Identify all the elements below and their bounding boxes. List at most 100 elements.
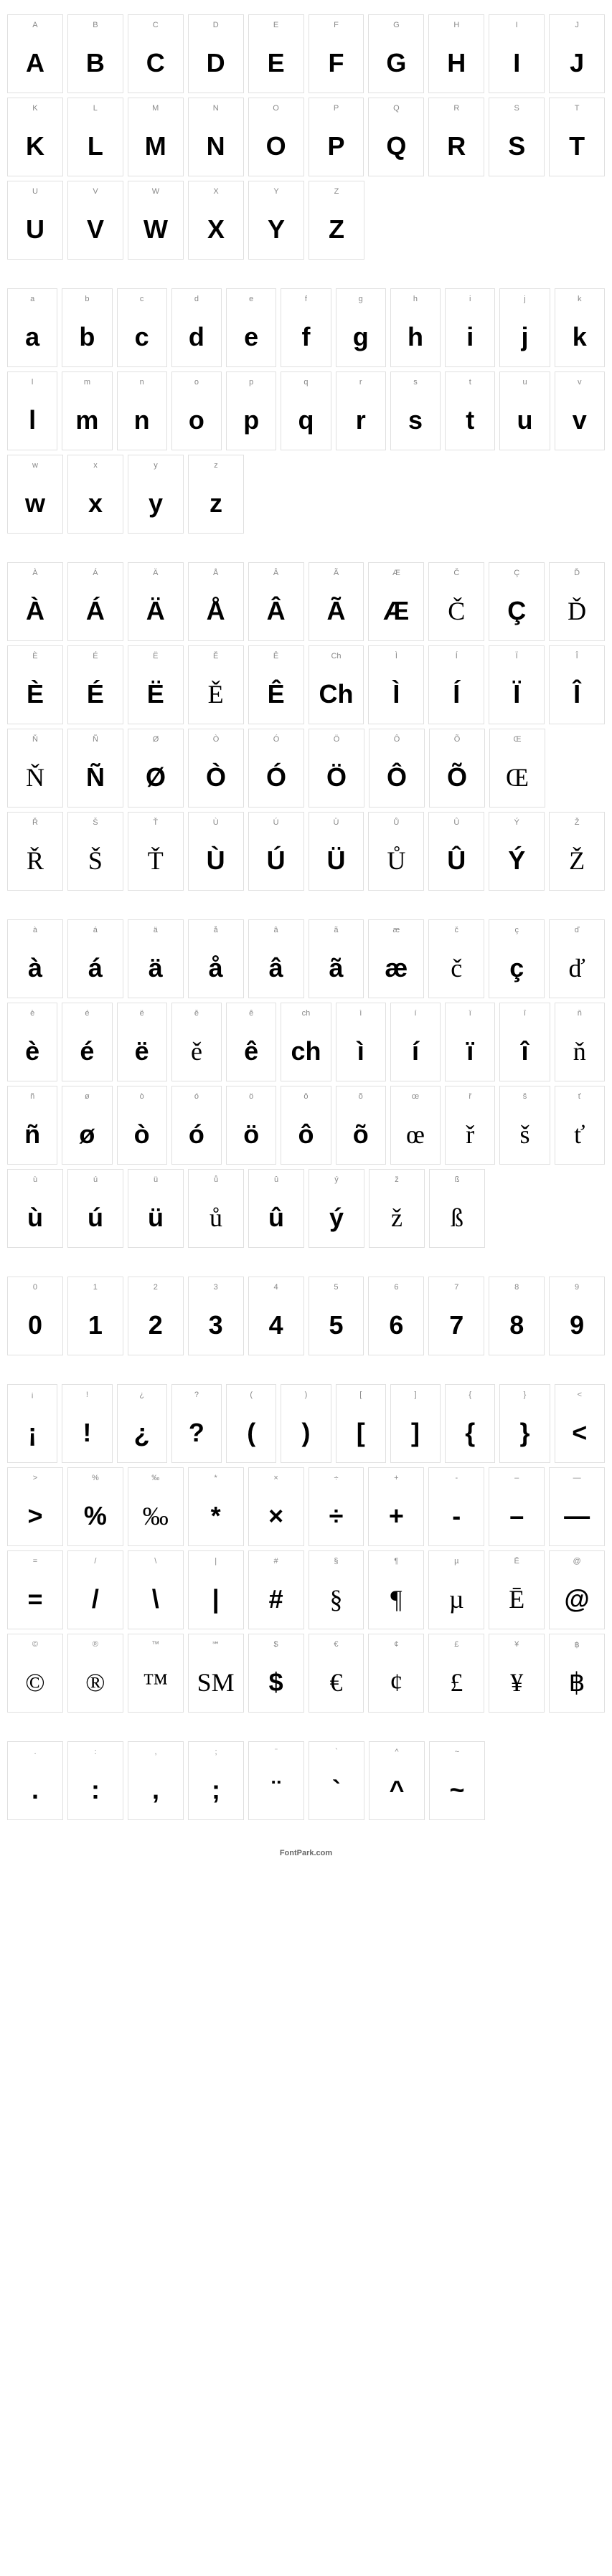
glyph-display: Ž — [569, 837, 585, 884]
glyph-label: y — [154, 461, 158, 471]
glyph-cell: uu — [499, 371, 550, 450]
glyph-display: ç — [509, 944, 524, 992]
glyph-label: ¿ — [139, 1391, 144, 1401]
glyph-cell: ff — [281, 288, 331, 367]
glyph-cell: ÎÎ — [549, 645, 605, 724]
glyph-label: ℠ — [212, 1640, 220, 1650]
glyph-display: Î — [573, 671, 580, 718]
glyph-display: ! — [83, 1409, 91, 1457]
glyph-display: Ē — [509, 1576, 524, 1623]
glyph-label: S — [514, 104, 519, 114]
glyph-label: Ä — [153, 569, 158, 579]
glyph-display: H — [447, 39, 466, 87]
glyph-label: N — [213, 104, 219, 114]
glyph-display: ö — [243, 1111, 259, 1158]
glyph-display: û — [268, 1194, 284, 1241]
glyph-label: U — [32, 187, 38, 197]
glyph-cell: ]] — [390, 1384, 441, 1463]
glyph-display: j — [522, 313, 529, 361]
glyph-cell: éé — [62, 1003, 112, 1081]
glyph-display: 8 — [509, 1302, 524, 1349]
glyph-display: % — [84, 1492, 107, 1540]
glyph-label: î — [524, 1009, 526, 1019]
glyph-label: 8 — [514, 1283, 519, 1293]
glyph-display: ] — [411, 1409, 420, 1457]
glyph-label: — — [573, 1474, 581, 1484]
glyph-label: 1 — [93, 1283, 98, 1293]
glyph-display: Ñ — [86, 754, 105, 801]
glyph-display: Ù — [207, 837, 225, 884]
glyph-cell: VV — [67, 181, 123, 260]
glyph-label: è — [30, 1009, 34, 1019]
glyph-row: KKLLMMNNOOPPQQRRSSTT — [7, 98, 605, 176]
glyph-label: > — [33, 1474, 37, 1484]
glyph-cell: îî — [499, 1003, 550, 1081]
glyph-display: [ — [357, 1409, 365, 1457]
glyph-cell: ll — [7, 371, 57, 450]
glyph-display: ( — [247, 1409, 255, 1457]
glyph-display: ) — [301, 1409, 310, 1457]
glyph-display: n — [134, 397, 150, 444]
glyph-display: ? — [189, 1409, 204, 1457]
glyph-section: aabbccddeeffgghhiijjkkllmmnnooppqqrrsstt… — [7, 288, 605, 534]
glyph-row: aabbccddeeffgghhiijjkk — [7, 288, 605, 367]
glyph-display: E — [268, 39, 285, 87]
glyph-display: Ä — [146, 587, 165, 635]
glyph-label: ÷ — [334, 1474, 338, 1484]
glyph-cell: qq — [281, 371, 331, 450]
glyph-label: Č — [453, 569, 459, 579]
glyph-cell: ÅÅ — [188, 562, 244, 641]
glyph-label: š — [523, 1092, 527, 1102]
glyph-display: µ — [449, 1576, 464, 1623]
glyph-display: T — [569, 123, 585, 170]
glyph-cell: ĒĒ — [489, 1550, 545, 1629]
glyph-label: × — [273, 1474, 278, 1484]
glyph-label: £ — [454, 1640, 458, 1650]
glyph-cell: —— — [549, 1467, 605, 1546]
glyph-cell: KK — [7, 98, 63, 176]
glyph-display: Ç — [507, 587, 526, 635]
glyph-display: K — [26, 123, 44, 170]
glyph-label: ( — [250, 1391, 253, 1401]
glyph-label: Ch — [331, 652, 341, 662]
glyph-display: Ò — [206, 754, 226, 801]
glyph-display: Å — [207, 587, 225, 635]
glyph-display: ť — [574, 1111, 585, 1158]
glyph-display: ™ — [143, 1659, 168, 1706]
glyph-label: ů — [214, 1175, 218, 1185]
glyph-label: Ü — [334, 818, 339, 828]
glyph-display: @ — [565, 1576, 590, 1623]
glyph-label: Ô — [394, 735, 400, 745]
glyph-cell: \\ — [128, 1550, 184, 1629]
glyph-cell: pp — [226, 371, 276, 450]
glyph-cell: FF — [309, 14, 364, 93]
glyph-cell: ÏÏ — [489, 645, 545, 724]
glyph-display: Â — [267, 587, 286, 635]
glyph-cell: óó — [171, 1086, 222, 1165]
glyph-cell: chch — [281, 1003, 331, 1081]
glyph-cell: :: — [67, 1741, 123, 1820]
glyph-display: ñ — [24, 1111, 40, 1158]
glyph-label: ü — [154, 1175, 158, 1185]
glyph-display: P — [327, 123, 344, 170]
glyph-cell: NN — [188, 98, 244, 176]
glyph-display: > — [27, 1492, 42, 1540]
glyph-label: Ø — [153, 735, 159, 745]
glyph-display: w — [25, 480, 45, 527]
glyph-display: J — [570, 39, 584, 87]
glyph-label: Ã — [334, 569, 339, 579]
glyph-label: Ď — [574, 569, 580, 579]
glyph-cell: ¶¶ — [368, 1550, 424, 1629]
glyph-cell: ïï — [445, 1003, 495, 1081]
glyph-cell: MM — [128, 98, 184, 176]
glyph-label: m — [84, 378, 90, 388]
glyph-cell: zz — [188, 455, 244, 534]
glyph-cell: øø — [62, 1086, 112, 1165]
glyph-label: Œ — [514, 735, 522, 745]
glyph-label: ) — [305, 1391, 308, 1401]
glyph-cell: ìì — [336, 1003, 386, 1081]
glyph-cell: EE — [248, 14, 304, 93]
glyph-display: I — [513, 39, 520, 87]
glyph-row: ÈÈÉÉËËĚĚÊÊChChÌÌÍÍÏÏÎÎ — [7, 645, 605, 724]
glyph-label: - — [455, 1474, 458, 1484]
